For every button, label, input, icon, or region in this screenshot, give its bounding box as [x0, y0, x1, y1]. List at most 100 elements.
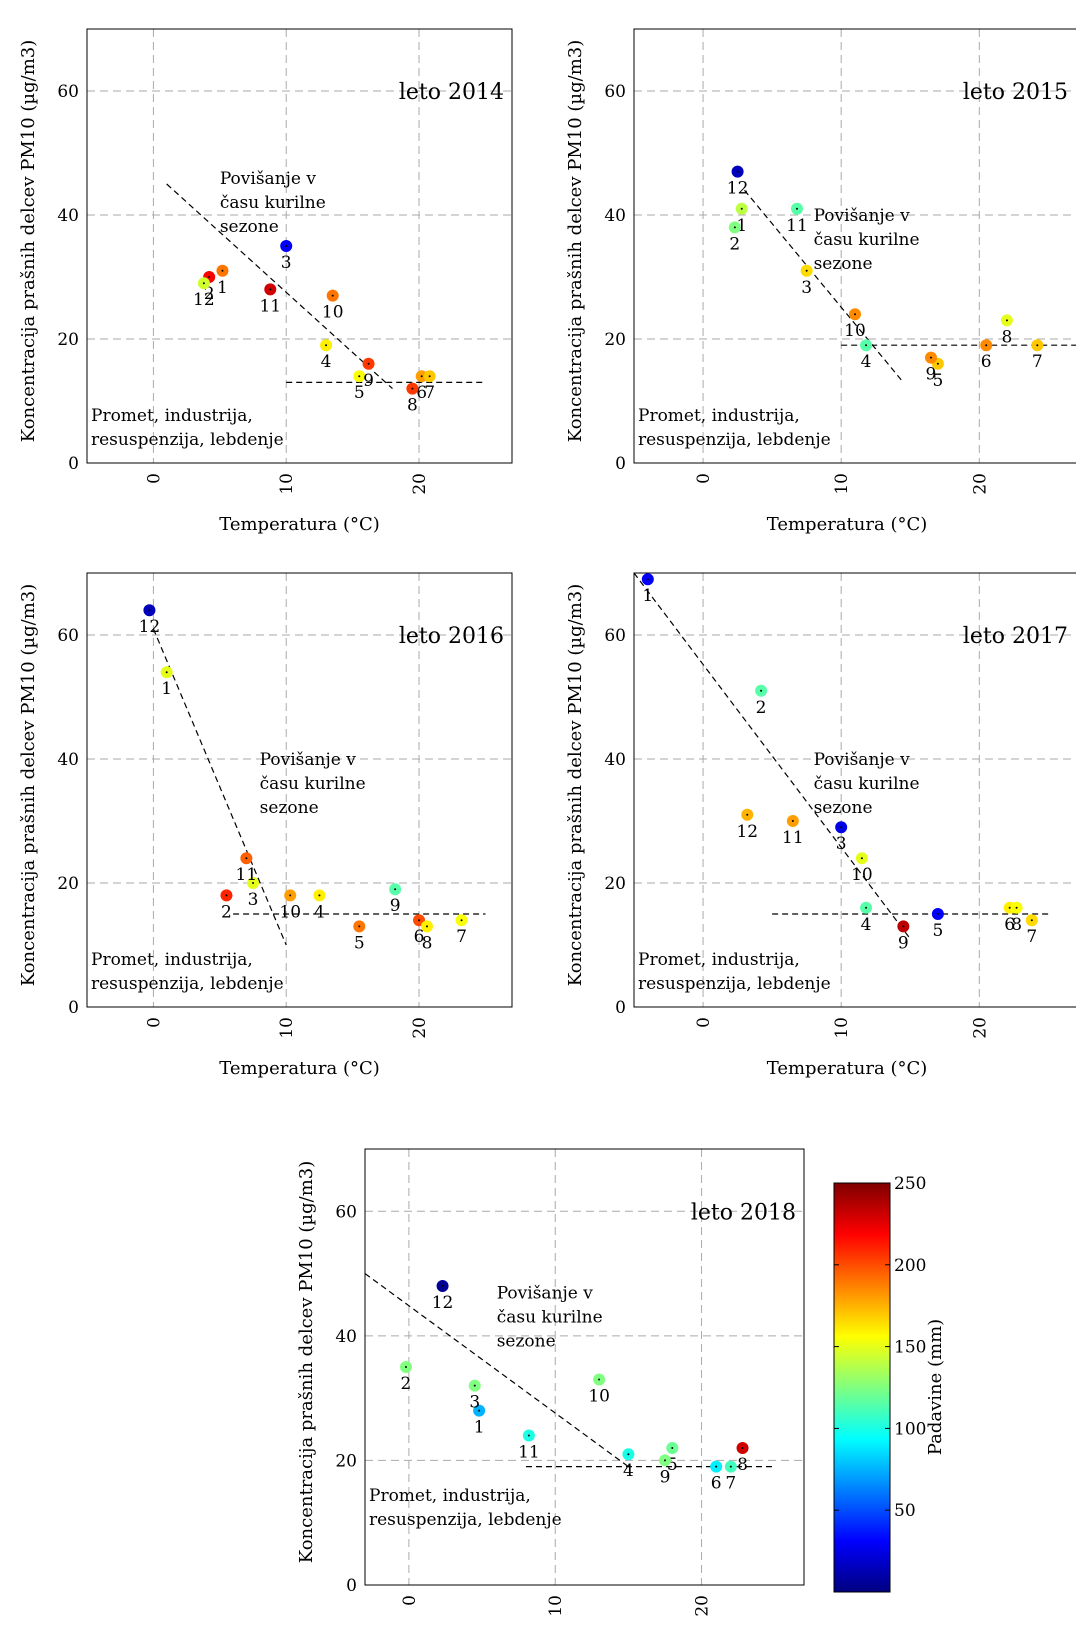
- data-point-label: 8: [737, 1455, 748, 1475]
- data-point-label: 4: [623, 1461, 634, 1481]
- data-point-center: [165, 671, 168, 674]
- plot-frame: [86, 28, 513, 464]
- data-point-label: 1: [474, 1418, 485, 1438]
- data-point-label: 10: [844, 321, 866, 341]
- colorbar: 50 100 150 200 250 Padavine (mm): [833, 1174, 946, 1593]
- data-point-label: 11: [259, 296, 281, 316]
- data-point-label: 9: [926, 365, 937, 385]
- data-point-center: [331, 294, 334, 297]
- y-axis-label: Koncentracija prašnih delcev PM10 (µg/m3…: [18, 584, 39, 987]
- data-point-label: 8: [407, 396, 418, 416]
- data-point-label: 12: [139, 617, 161, 637]
- y-axis-label: Koncentracija prašnih delcev PM10 (µg/m3…: [296, 1161, 317, 1564]
- data-point-label: 4: [314, 902, 325, 922]
- x-tick-label: 20: [410, 473, 430, 495]
- plot-frame: [86, 572, 513, 1008]
- colorbar-tick-label: 200: [894, 1256, 926, 1276]
- data-point-label: 5: [932, 371, 943, 391]
- data-point-label: 11: [518, 1443, 540, 1463]
- data-point-center: [1030, 919, 1033, 922]
- data-point-center: [733, 226, 736, 229]
- data-point-center: [860, 857, 863, 860]
- data-point-center: [527, 1434, 530, 1437]
- data-point-center: [245, 857, 248, 860]
- data-point-label: 10: [588, 1386, 610, 1406]
- x-tick-label: 20: [970, 1017, 990, 1039]
- data-point-center: [428, 375, 431, 378]
- data-point-label: 5: [667, 1455, 678, 1475]
- data-point-label: 6: [414, 927, 425, 947]
- data-point-label: 6: [711, 1474, 722, 1494]
- data-point-label: 5: [354, 933, 365, 953]
- data-point-center: [252, 882, 255, 884]
- data-point-center: [1015, 906, 1018, 909]
- data-point-label: 2: [756, 698, 767, 718]
- data-point-label: 2: [401, 1374, 412, 1394]
- colorbar-label: Padavine (mm): [925, 1319, 946, 1455]
- data-point-center: [325, 344, 328, 347]
- data-point-label: 10: [279, 902, 301, 922]
- trend-line: [166, 183, 393, 390]
- annotation-heating: Povišanje v: [814, 206, 911, 226]
- data-point-center: [478, 1409, 481, 1412]
- x-tick-label: 10: [832, 1017, 852, 1039]
- panel-title: leto 2014: [399, 80, 504, 105]
- annotation-heating: Povišanje v: [220, 169, 317, 189]
- data-point-center: [269, 288, 272, 291]
- data-point-center: [221, 269, 224, 272]
- y-tick-label: 40: [604, 750, 626, 770]
- data-point-center: [202, 282, 205, 285]
- x-tick-label: 10: [277, 473, 297, 495]
- colorbar-tick-label: 250: [894, 1174, 926, 1194]
- data-point-center: [663, 1459, 666, 1462]
- y-tick-label: 60: [604, 626, 626, 646]
- data-point-center: [394, 888, 397, 891]
- data-point-label: 2: [221, 902, 232, 922]
- data-point-label: 4: [321, 352, 332, 372]
- data-point-center: [1008, 906, 1011, 909]
- annotation-base: Promet, industrija,: [638, 406, 800, 426]
- trend-line: [744, 189, 904, 383]
- y-tick-label: 60: [335, 1202, 357, 1222]
- data-point-center: [420, 375, 423, 378]
- data-point-label: 12: [432, 1293, 454, 1313]
- data-point-center: [671, 1446, 674, 1449]
- data-point-label: 2: [729, 234, 740, 254]
- annotation-heating: sezone: [260, 798, 319, 818]
- annotation-heating: Povišanje v: [260, 750, 357, 770]
- annotation-heating: sezone: [497, 1331, 556, 1351]
- annotation-base: resuspenzija, lebdenje: [638, 974, 831, 994]
- data-point-center: [411, 387, 414, 390]
- data-point-center: [795, 207, 798, 210]
- annotation-heating: času kurilne: [220, 193, 326, 213]
- data-point-label: 4: [861, 352, 872, 372]
- data-point-label: 11: [236, 865, 258, 885]
- y-tick-label: 60: [57, 82, 79, 102]
- data-point-label: 7: [1026, 927, 1037, 947]
- data-point-center: [746, 813, 749, 816]
- panel-title: leto 2015: [963, 80, 1068, 105]
- data-point-label: 5: [354, 383, 365, 403]
- data-point-center: [936, 362, 939, 365]
- annotation-base: resuspenzija, lebdenje: [369, 1510, 562, 1530]
- data-point-center: [936, 913, 939, 915]
- data-point-center: [715, 1465, 718, 1468]
- plot-frame: [633, 28, 1076, 464]
- data-point-label: 1: [161, 679, 172, 699]
- data-point-label: 6: [416, 383, 427, 403]
- plot-frame: [633, 572, 1076, 1008]
- panel-title: leto 2016: [399, 624, 504, 649]
- data-point-center: [426, 925, 428, 928]
- data-point-label: 2: [204, 284, 215, 304]
- y-tick-label: 40: [335, 1327, 357, 1347]
- x-axis-label: Temperatura (°C): [767, 1058, 928, 1079]
- data-point-label: 4: [861, 915, 872, 935]
- data-point-label: 10: [322, 303, 344, 323]
- data-point-label: 9: [660, 1467, 671, 1487]
- chart-panel-2: 0 20 40 60 0 10 20 Temperatura (°C) Koncentracij…: [565, 28, 1076, 535]
- y-tick-label: 60: [604, 82, 626, 102]
- data-point-label: 6: [981, 352, 992, 372]
- annotation-heating: sezone: [814, 254, 873, 274]
- data-point-center: [729, 1465, 732, 1468]
- y-tick-label: 0: [346, 1576, 357, 1596]
